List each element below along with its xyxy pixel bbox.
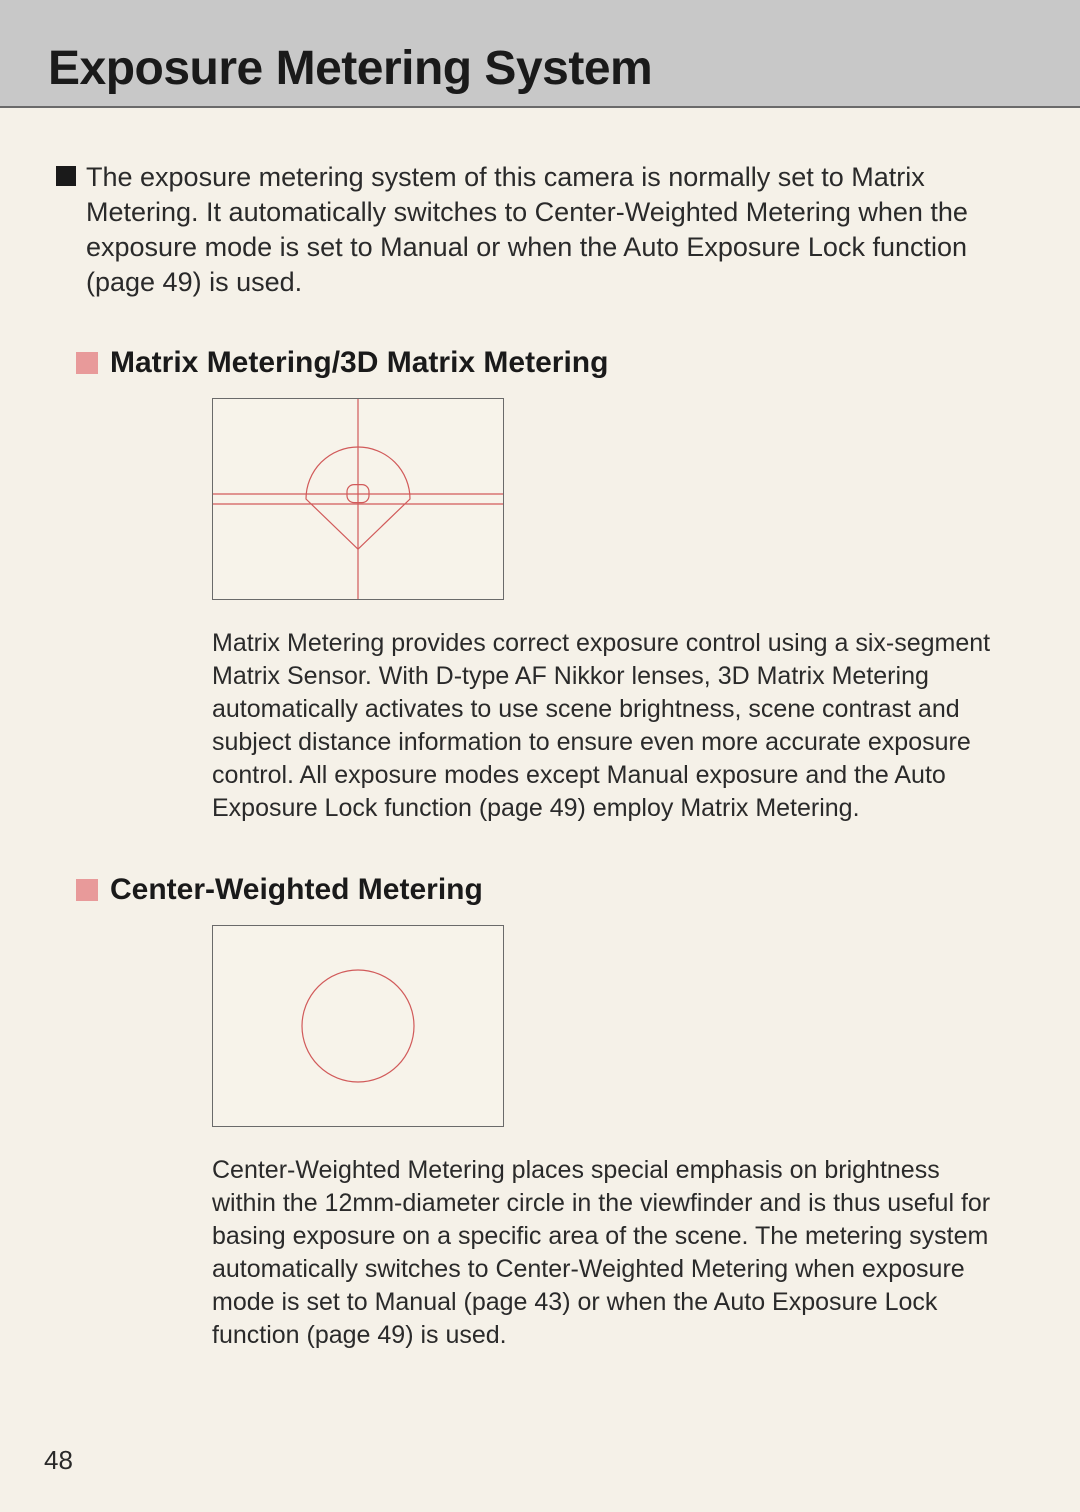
section-header: Center-Weighted Metering xyxy=(76,873,1024,907)
cw-diagram xyxy=(212,925,504,1127)
section-header: Matrix Metering/3D Matrix Metering xyxy=(76,346,1024,380)
header-band: Exposure Metering System xyxy=(0,0,1080,108)
square-bullet-pink-icon xyxy=(76,352,98,374)
diagram-wrap xyxy=(212,398,1024,605)
section-body: Matrix Metering provides correct exposur… xyxy=(212,627,1004,825)
section-body: Center-Weighted Metering places special … xyxy=(212,1154,1004,1352)
intro-block: The exposure metering system of this cam… xyxy=(56,160,1024,300)
matrix-metering-icon xyxy=(213,399,503,599)
square-bullet-black-icon xyxy=(56,166,76,186)
page-title: Exposure Metering System xyxy=(48,41,652,96)
section-matrix: Matrix Metering/3D Matrix Metering Matri… xyxy=(56,346,1024,825)
center-weighted-icon xyxy=(213,926,503,1126)
matrix-diagram xyxy=(212,398,504,600)
square-bullet-pink-icon xyxy=(76,879,98,901)
diagram-wrap xyxy=(212,925,1024,1132)
page-content: The exposure metering system of this cam… xyxy=(0,108,1080,1352)
section-title: Matrix Metering/3D Matrix Metering xyxy=(110,346,608,380)
section-center-weighted: Center-Weighted Metering Center-Weighted… xyxy=(56,873,1024,1352)
page-number: 48 xyxy=(44,1445,73,1476)
intro-text: The exposure metering system of this cam… xyxy=(86,160,1024,300)
section-title: Center-Weighted Metering xyxy=(110,873,483,907)
